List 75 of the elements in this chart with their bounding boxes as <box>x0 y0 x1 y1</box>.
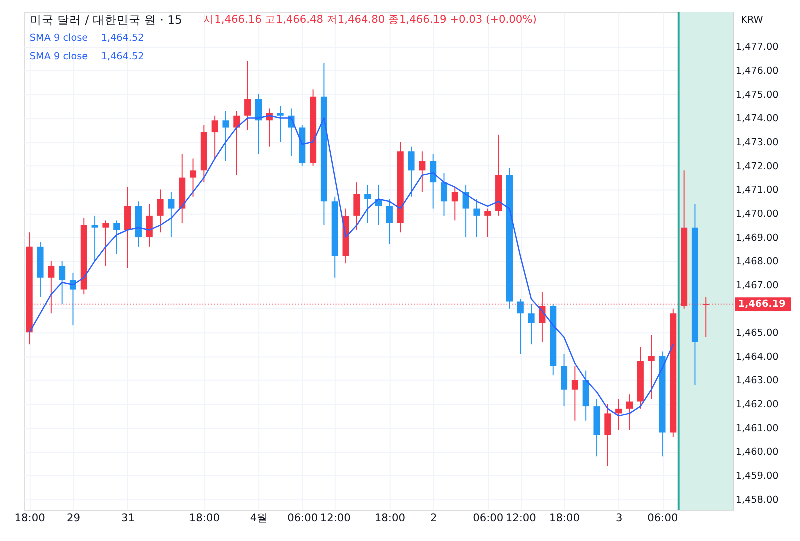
x-tick-label: 06:00 <box>648 511 679 524</box>
x-tick-label: 2 <box>430 511 438 524</box>
annotation: SMA 9 close <box>30 52 88 63</box>
x-tick-label: 06:00 <box>288 511 318 524</box>
candlestick <box>212 115 218 160</box>
candlestick <box>408 146 415 198</box>
y-tick-label: 1,463.00 <box>736 376 779 387</box>
y-tick-label: 1,459.00 <box>736 471 779 482</box>
y-tick-label: 1,471.00 <box>736 185 779 196</box>
candlestick <box>234 110 240 176</box>
annotation: 1,464.52 <box>101 52 144 63</box>
candlestick <box>604 404 612 467</box>
candlestick <box>146 204 153 248</box>
candlestick <box>440 172 448 216</box>
x-tick-label: 06:00 <box>473 511 504 524</box>
candlestick <box>616 398 622 431</box>
candlestick <box>528 304 535 346</box>
candlestick <box>255 94 262 154</box>
candlestick <box>102 220 110 266</box>
y-tick-label: 1,469.00 <box>736 232 779 244</box>
candlestick <box>572 366 578 422</box>
y-tick-label: 1,458.00 <box>736 494 779 506</box>
x-tick-label: 3 <box>616 511 623 524</box>
x-tick-label: 29 <box>66 511 80 524</box>
candlestick <box>561 354 568 408</box>
candlestick <box>190 158 197 198</box>
y-tick-label: 1,462.00 <box>736 400 779 411</box>
x-tick-label: 4월 <box>250 511 268 524</box>
candlestick <box>452 186 458 222</box>
y-tick-label: 1,467.00 <box>736 280 779 292</box>
y-tick-label: 1,477.00 <box>736 42 779 54</box>
y-tick-label: 1,470.00 <box>736 208 779 220</box>
candlestick <box>430 154 437 210</box>
candlestick <box>157 189 164 234</box>
candlestick <box>168 192 175 238</box>
candlestick <box>114 220 120 255</box>
y-tick-label: 1,475.00 <box>736 90 779 101</box>
candlestick <box>124 186 132 269</box>
candlestick <box>92 215 98 262</box>
text: SMA 9 close <box>30 33 88 44</box>
candlestick <box>222 110 230 162</box>
x-tick-label: 18:00 <box>374 511 406 524</box>
x-tick-label: 31 <box>122 511 136 524</box>
candlestick <box>244 60 252 131</box>
candlestick <box>364 184 372 224</box>
y-tick-label: 1,461.00 <box>736 423 779 434</box>
candlestick <box>648 334 655 400</box>
y-axis-title: KRW <box>741 14 764 26</box>
x-tick-label: 12:00 <box>506 511 537 524</box>
x-tick-label: 18:00 <box>14 511 46 524</box>
candlestick <box>517 298 524 355</box>
candlestick <box>626 394 634 431</box>
candlestick <box>419 151 426 193</box>
candlestick <box>386 198 393 246</box>
x-tick-label: 18:00 <box>189 511 220 524</box>
y-tick-label: 1,460.00 <box>736 447 779 458</box>
candlestick <box>462 184 470 238</box>
annotation: 1,464.52 <box>101 33 144 44</box>
x-tick-label: 12:00 <box>320 511 352 524</box>
y-tick-label: 1,473.00 <box>736 137 779 148</box>
x-tick-label: 18:00 <box>549 511 580 524</box>
y-tick-label: 1,464.00 <box>736 352 779 363</box>
y-tick-label: 1,465.00 <box>736 328 779 340</box>
y-tick-label: 1,474.00 <box>736 114 779 125</box>
candlestick <box>59 260 66 305</box>
y-tick-label: 1,472.00 <box>736 161 779 172</box>
ref-line-label: 1,466.19 <box>738 299 786 310</box>
chart-title: 미국 달러 / 대한민국 원 · 15 <box>30 12 182 27</box>
annotation: 시1,466.16 고1,466.48 저1,464.80 종1,466.19 +0.03 (+0.00%) <box>204 12 537 26</box>
y-tick-label: 1,468.00 <box>736 256 779 268</box>
candlestick <box>354 182 360 231</box>
candlestick <box>474 198 480 238</box>
candlestick <box>484 208 492 238</box>
y-tick-label: 1,476.00 <box>736 66 779 77</box>
candlestick <box>277 106 284 143</box>
